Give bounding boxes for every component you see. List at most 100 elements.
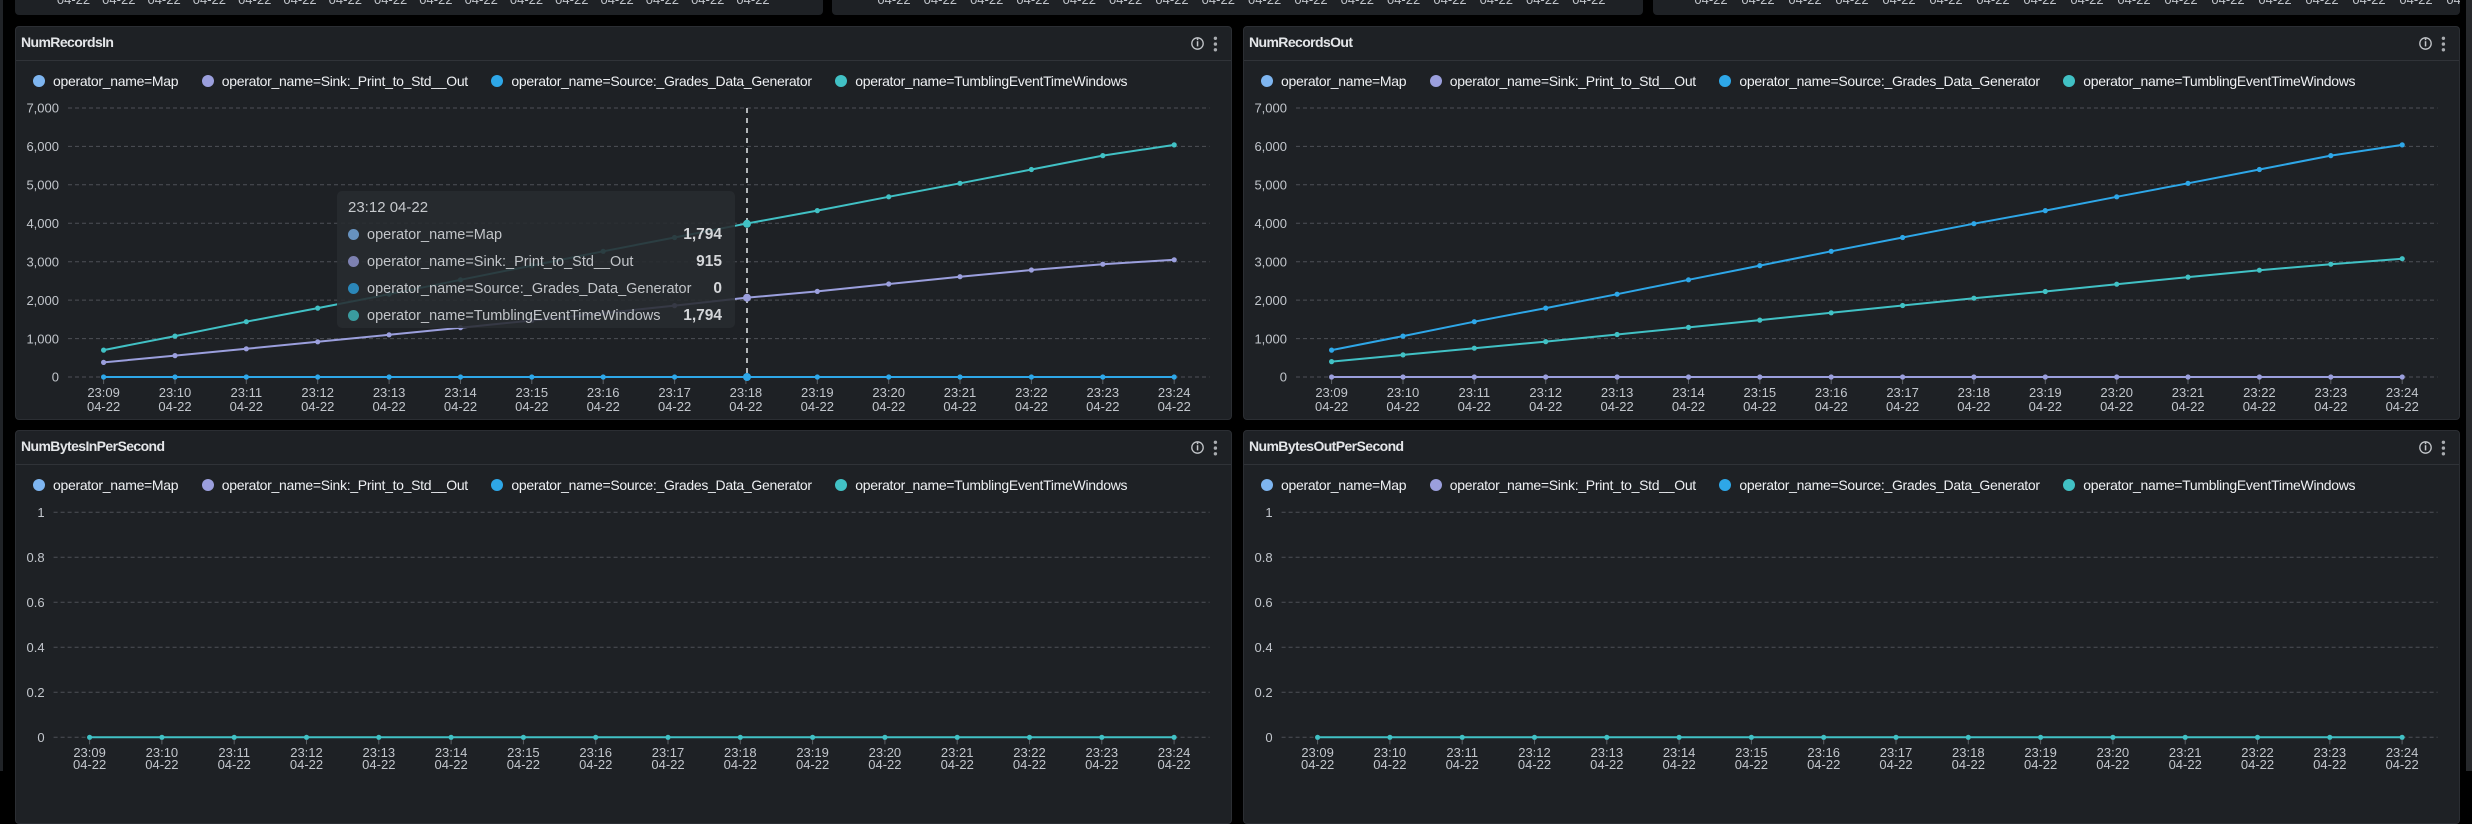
svg-text:04-22: 04-22 bbox=[1929, 0, 1962, 7]
svg-text:04-22: 04-22 bbox=[1015, 399, 1048, 414]
svg-text:23:10: 23:10 bbox=[159, 385, 192, 400]
svg-text:04-22: 04-22 bbox=[2211, 0, 2244, 7]
svg-text:04-22: 04-22 bbox=[868, 757, 901, 772]
svg-text:23:24: 23:24 bbox=[2386, 385, 2419, 400]
svg-text:04-22: 04-22 bbox=[1063, 0, 1096, 7]
svg-text:23:11: 23:11 bbox=[231, 385, 263, 400]
svg-text:04-22: 04-22 bbox=[1735, 757, 1768, 772]
svg-text:04-22: 04-22 bbox=[691, 0, 724, 7]
svg-text:23:11: 23:11 bbox=[218, 745, 250, 760]
svg-text:04-22: 04-22 bbox=[2023, 0, 2056, 7]
svg-text:04-22: 04-22 bbox=[1341, 0, 1374, 7]
svg-text:23:13: 23:13 bbox=[363, 745, 396, 760]
svg-text:04-22: 04-22 bbox=[2169, 757, 2202, 772]
svg-text:04-22: 04-22 bbox=[1373, 757, 1406, 772]
svg-text:04-22: 04-22 bbox=[1672, 399, 1705, 414]
svg-text:04-22: 04-22 bbox=[1157, 757, 1190, 772]
svg-text:04-22: 04-22 bbox=[1016, 0, 1049, 7]
svg-text:1,000: 1,000 bbox=[1254, 331, 1287, 346]
svg-text:04-22: 04-22 bbox=[510, 0, 543, 7]
svg-text:23:17: 23:17 bbox=[1886, 385, 1919, 400]
svg-text:04-22: 04-22 bbox=[1807, 757, 1840, 772]
svg-text:23:09: 23:09 bbox=[87, 385, 120, 400]
svg-text:23:24: 23:24 bbox=[1158, 385, 1191, 400]
svg-text:04-22: 04-22 bbox=[651, 757, 684, 772]
svg-text:23:19: 23:19 bbox=[2024, 745, 2057, 760]
svg-text:04-22: 04-22 bbox=[1879, 757, 1912, 772]
svg-text:23:15: 23:15 bbox=[516, 385, 549, 400]
svg-text:04-22: 04-22 bbox=[801, 399, 834, 414]
svg-text:04-22: 04-22 bbox=[736, 0, 769, 7]
svg-text:23:22: 23:22 bbox=[1015, 385, 1048, 400]
svg-text:04-22: 04-22 bbox=[1882, 0, 1915, 7]
svg-text:23:23: 23:23 bbox=[1086, 745, 1119, 760]
svg-text:04-22: 04-22 bbox=[1248, 0, 1281, 7]
svg-text:04-22: 04-22 bbox=[1815, 399, 1848, 414]
svg-text:23:21: 23:21 bbox=[944, 385, 977, 400]
svg-text:04-22: 04-22 bbox=[1835, 0, 1868, 7]
svg-text:23:22: 23:22 bbox=[2243, 385, 2276, 400]
svg-text:4,000: 4,000 bbox=[26, 216, 59, 231]
svg-text:04-22: 04-22 bbox=[87, 399, 120, 414]
svg-text:23:14: 23:14 bbox=[1672, 385, 1705, 400]
svg-text:23:23: 23:23 bbox=[2314, 745, 2347, 760]
svg-text:23:21: 23:21 bbox=[2169, 745, 2202, 760]
svg-text:23:16: 23:16 bbox=[579, 745, 612, 760]
svg-text:04-22: 04-22 bbox=[1976, 0, 2009, 7]
svg-text:23:11: 23:11 bbox=[1446, 745, 1478, 760]
svg-text:04-22: 04-22 bbox=[2096, 757, 2129, 772]
svg-text:23:12: 23:12 bbox=[1518, 745, 1551, 760]
svg-text:04-22: 04-22 bbox=[646, 0, 679, 7]
svg-text:04-22: 04-22 bbox=[158, 399, 191, 414]
svg-text:04-22: 04-22 bbox=[658, 399, 691, 414]
svg-text:04-22: 04-22 bbox=[1085, 757, 1118, 772]
svg-text:23:14: 23:14 bbox=[435, 745, 468, 760]
svg-text:23:12: 23:12 bbox=[301, 385, 334, 400]
svg-text:04-22: 04-22 bbox=[1086, 399, 1119, 414]
svg-text:04-22: 04-22 bbox=[970, 0, 1003, 7]
svg-text:04-22: 04-22 bbox=[283, 0, 316, 7]
svg-text:23:21: 23:21 bbox=[2172, 385, 2205, 400]
svg-text:0.6: 0.6 bbox=[1255, 595, 1273, 610]
svg-text:04-22: 04-22 bbox=[579, 757, 612, 772]
svg-text:04-22: 04-22 bbox=[73, 757, 106, 772]
svg-text:23:09: 23:09 bbox=[1315, 385, 1348, 400]
svg-text:04-22: 04-22 bbox=[1526, 0, 1559, 7]
svg-text:04-22: 04-22 bbox=[1301, 757, 1334, 772]
svg-text:0.2: 0.2 bbox=[1255, 685, 1273, 700]
svg-text:23:17: 23:17 bbox=[658, 385, 691, 400]
svg-text:04-22: 04-22 bbox=[1315, 399, 1348, 414]
svg-text:23:22: 23:22 bbox=[2241, 745, 2274, 760]
svg-text:23:09: 23:09 bbox=[73, 745, 106, 760]
svg-text:23:24: 23:24 bbox=[1158, 745, 1191, 760]
svg-text:04-22: 04-22 bbox=[515, 399, 548, 414]
svg-text:04-22: 04-22 bbox=[238, 0, 271, 7]
svg-text:04-22: 04-22 bbox=[1480, 0, 1513, 7]
svg-text:04-22: 04-22 bbox=[329, 0, 362, 7]
svg-text:04-22: 04-22 bbox=[434, 757, 467, 772]
svg-text:0: 0 bbox=[52, 370, 59, 385]
svg-text:04-22: 04-22 bbox=[1743, 399, 1776, 414]
svg-text:04-22: 04-22 bbox=[2314, 399, 2347, 414]
svg-text:04-22: 04-22 bbox=[147, 0, 180, 7]
svg-text:04-22: 04-22 bbox=[1158, 399, 1191, 414]
svg-text:0.4: 0.4 bbox=[1255, 640, 1273, 655]
svg-text:04-22: 04-22 bbox=[2241, 757, 2274, 772]
svg-text:23:18: 23:18 bbox=[724, 745, 757, 760]
svg-text:04-22: 04-22 bbox=[1294, 0, 1327, 7]
svg-text:3,000: 3,000 bbox=[1254, 254, 1287, 269]
svg-text:23:12: 23:12 bbox=[1529, 385, 1562, 400]
svg-text:04-22: 04-22 bbox=[941, 757, 974, 772]
svg-text:0.6: 0.6 bbox=[27, 595, 45, 610]
svg-text:04-22: 04-22 bbox=[102, 0, 135, 7]
svg-text:04-22: 04-22 bbox=[1013, 757, 1046, 772]
svg-text:23:18: 23:18 bbox=[1958, 385, 1991, 400]
svg-text:04-22: 04-22 bbox=[374, 0, 407, 7]
svg-text:04-22: 04-22 bbox=[1600, 399, 1633, 414]
svg-text:0: 0 bbox=[1265, 730, 1272, 745]
svg-text:0: 0 bbox=[1280, 370, 1287, 385]
svg-text:04-22: 04-22 bbox=[1952, 757, 1985, 772]
svg-text:23:10: 23:10 bbox=[1374, 745, 1407, 760]
svg-text:04-22: 04-22 bbox=[2258, 0, 2291, 7]
svg-text:23:20: 23:20 bbox=[2097, 745, 2130, 760]
